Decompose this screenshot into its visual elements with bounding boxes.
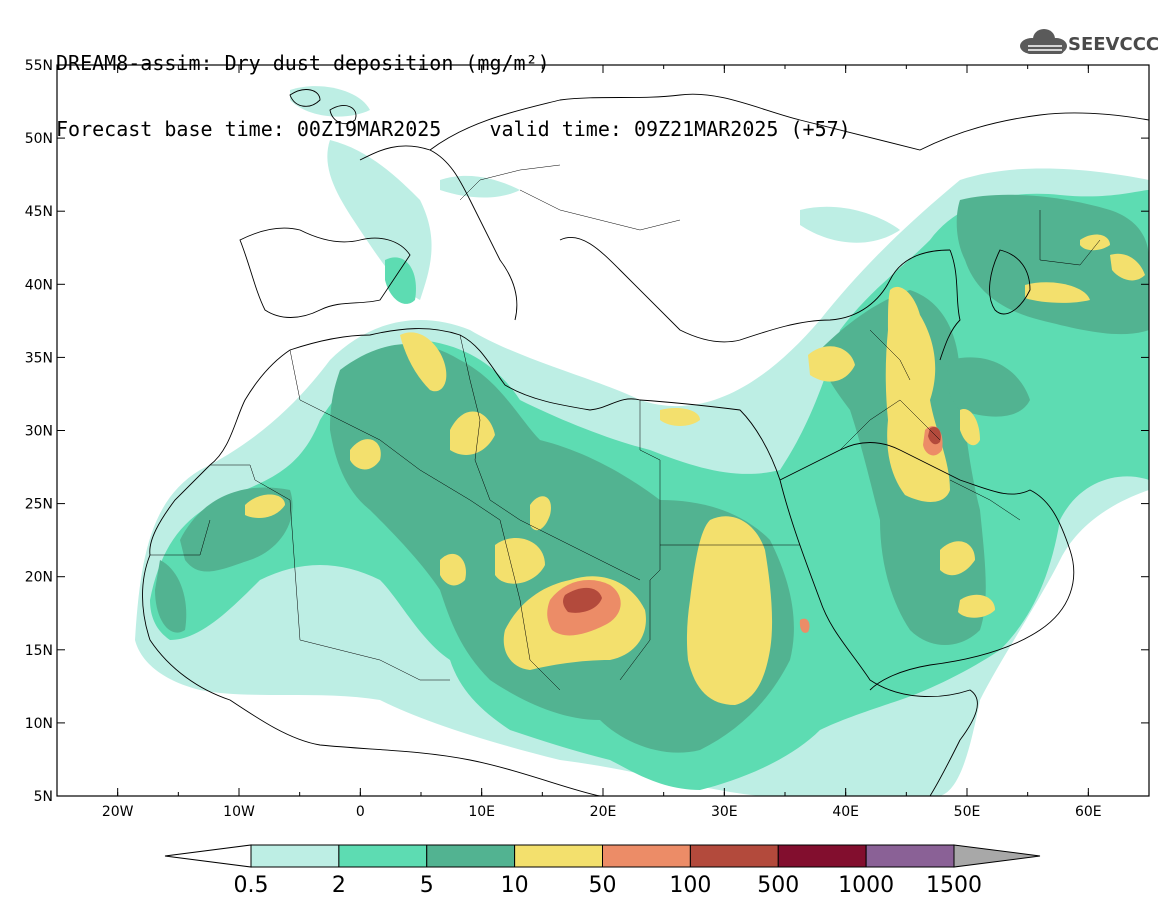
colorbar-label: 100 — [669, 873, 711, 898]
colorbar-under-triangle — [164, 844, 252, 868]
lat-tick-label: 25N — [25, 497, 53, 513]
colorbar-segment — [865, 844, 955, 868]
lon-tick-label: 40E — [832, 804, 859, 820]
colorbar-label: 50 — [589, 873, 617, 898]
colorbar-label: 10 — [501, 873, 529, 898]
lon-tick-label: 0 — [356, 804, 365, 820]
colorbar-segment — [777, 844, 867, 868]
colorbar-label: 500 — [757, 873, 799, 898]
lat-tick-label: 55N — [25, 58, 53, 74]
lat-tick-label: 15N — [25, 643, 53, 659]
colorbar-label: 0.5 — [234, 873, 269, 898]
lon-tick-label: 20W — [102, 804, 134, 820]
colorbar-over-triangle — [953, 844, 1041, 868]
dust-field-layer — [135, 86, 1149, 796]
lon-tick-label: 10E — [468, 804, 495, 820]
colorbar-segment — [426, 844, 516, 868]
map-axes: 20W 10W 0 10E 20E 30E 40E 50E 60E 55N 50N 45N 40N 35N… — [25, 58, 1150, 820]
lat-tick-label: 5N — [34, 789, 53, 805]
lat-tick-label: 30N — [25, 424, 53, 440]
land-outlines — [142, 89, 1149, 796]
lon-tick-label: 20E — [590, 804, 617, 820]
lat-tick-label: 20N — [25, 570, 53, 586]
lon-tick-label: 10W — [223, 804, 255, 820]
lat-tick-label: 45N — [25, 204, 53, 220]
colorbar-label: 1000 — [838, 873, 894, 898]
title-line-1: DREAM8-assim: Dry dust deposition (mg/m²… — [56, 51, 550, 75]
colorbar-segment — [250, 844, 340, 868]
seevccc-logo: SEEVCCC — [1020, 29, 1158, 55]
colorbar-segment — [689, 844, 779, 868]
colorbar-label: 1500 — [926, 873, 982, 898]
logo-text: SEEVCCC — [1068, 34, 1158, 55]
colorbar: 0.5 2 5 10 50 100 500 1000 1500 — [164, 844, 1041, 898]
colorbar-label: 2 — [332, 873, 346, 898]
lon-tick-label: 60E — [1075, 804, 1102, 820]
lat-tick-label: 10N — [25, 716, 53, 732]
lat-tick-label: 35N — [25, 350, 53, 366]
colorbar-label: 5 — [420, 873, 434, 898]
lat-tick-label: 40N — [25, 277, 53, 293]
colorbar-segment — [514, 844, 603, 868]
figure-title: DREAM8-assim: Dry dust deposition (mg/m²… — [56, 8, 851, 184]
lat-tick-label: 50N — [25, 131, 53, 147]
lon-tick-label: 50E — [954, 804, 981, 820]
colorbar-segment — [602, 844, 691, 868]
lon-tick-label: 30E — [711, 804, 738, 820]
title-line-2: Forecast base time: 00Z19MAR2025 valid t… — [56, 117, 851, 141]
country-borders — [150, 164, 1101, 691]
colorbar-segment — [338, 844, 428, 868]
